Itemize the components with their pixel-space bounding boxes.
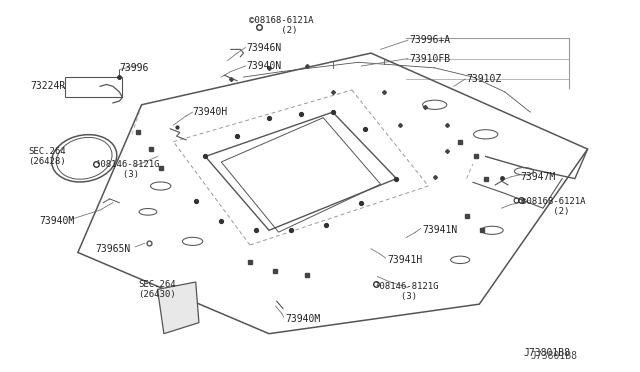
Bar: [65, 77, 122, 97]
Text: SEC.264
(26430): SEC.264 (26430): [138, 280, 176, 299]
Text: 73965N: 73965N: [96, 244, 131, 254]
Text: ¹08146-8121G
     (3): ¹08146-8121G (3): [374, 282, 438, 301]
Text: 73996+A: 73996+A: [409, 35, 451, 45]
Text: 73941H: 73941H: [387, 255, 422, 265]
Text: 73910Z: 73910Z: [467, 74, 502, 84]
Text: 73996: 73996: [119, 63, 148, 73]
Text: SEC.264
(26428): SEC.264 (26428): [28, 147, 66, 166]
Text: 73940M: 73940M: [40, 216, 75, 226]
Text: J73801B8: J73801B8: [524, 348, 571, 358]
Text: J73801B8: J73801B8: [531, 351, 577, 361]
Polygon shape: [157, 282, 199, 334]
Text: 73940M: 73940M: [285, 314, 320, 324]
Text: 73940H: 73940H: [193, 107, 228, 117]
Text: ©08168-6121A
      (2): ©08168-6121A (2): [248, 16, 313, 35]
Text: ©08168-6121A
      (2): ©08168-6121A (2): [521, 197, 585, 216]
Text: 73946N: 73946N: [246, 42, 282, 52]
Text: 73940N: 73940N: [246, 61, 282, 71]
Text: 73947M: 73947M: [521, 172, 556, 182]
Text: 73224R: 73224R: [30, 81, 65, 91]
Text: 73941N: 73941N: [422, 225, 457, 235]
Text: 73910FB: 73910FB: [409, 54, 451, 64]
Text: ¹08146-8121G
     (3): ¹08146-8121G (3): [96, 160, 160, 179]
